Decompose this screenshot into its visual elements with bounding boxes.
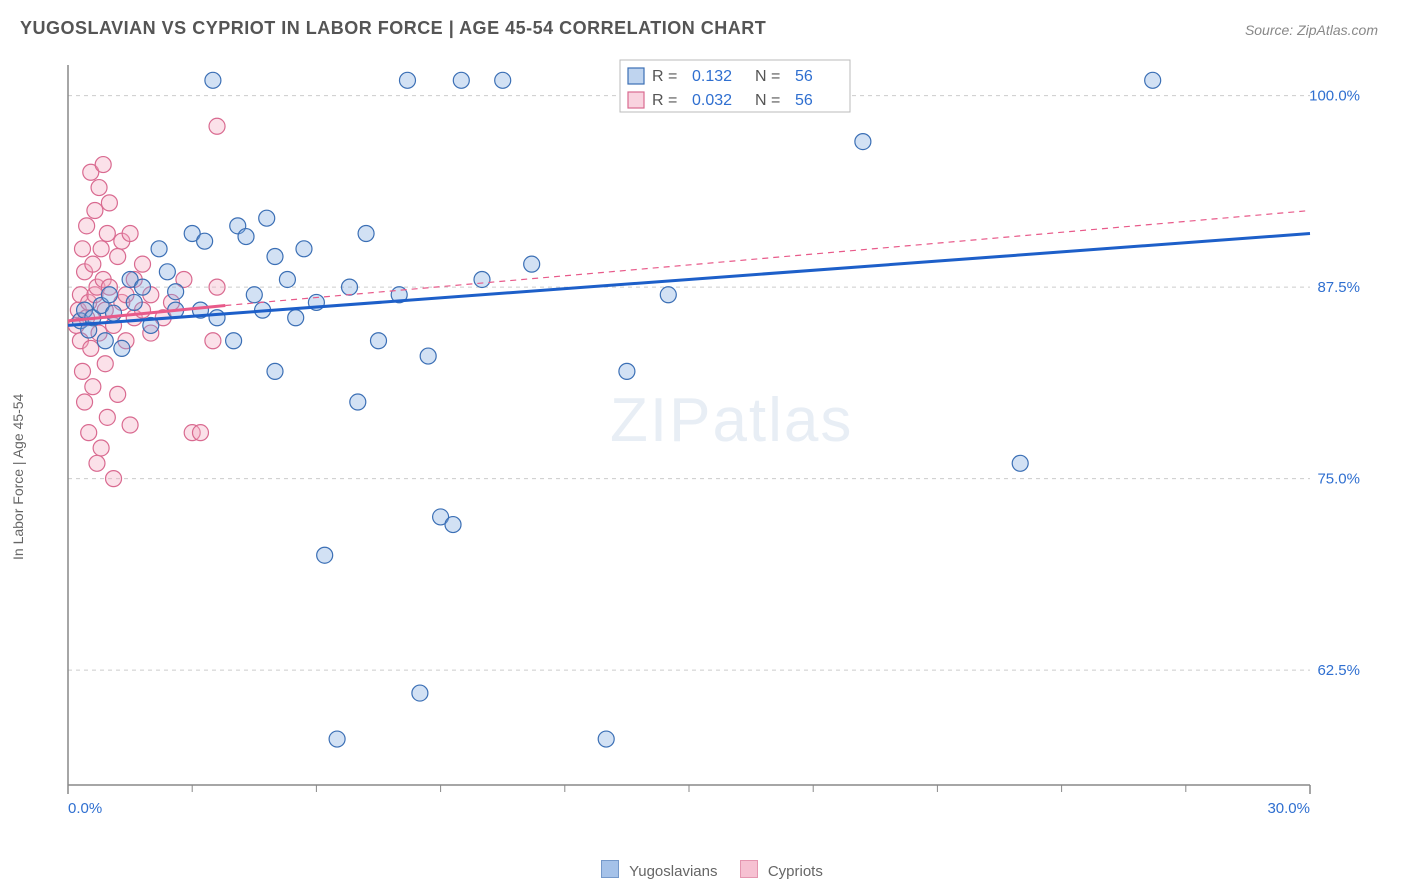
svg-text:0.032: 0.032 — [692, 92, 732, 109]
legend-swatch-yugoslavians — [601, 860, 619, 878]
svg-text:56: 56 — [795, 92, 813, 109]
svg-text:N =: N = — [755, 92, 780, 109]
svg-text:R =: R = — [652, 68, 677, 85]
svg-text:100.0%: 100.0% — [1309, 88, 1360, 105]
plot-svg: 62.5% 75.0% 87.5% 100.0% 0.0% 30.0% R = 0.132 N … — [50, 55, 1370, 825]
svg-text:0.0%: 0.0% — [68, 800, 102, 817]
legend-swatch-cypriots — [740, 860, 758, 878]
legend-label-yugoslavians: Yugoslavians — [629, 863, 717, 880]
chart-title: YUGOSLAVIAN VS CYPRIOT IN LABOR FORCE | … — [20, 18, 766, 39]
svg-text:75.0%: 75.0% — [1317, 471, 1360, 488]
y-axis-label: In Labor Force | Age 45-54 — [10, 394, 26, 560]
svg-text:87.5%: 87.5% — [1317, 279, 1360, 296]
svg-text:N =: N = — [755, 68, 780, 85]
legend-label-cypriots: Cypriots — [768, 863, 823, 880]
source-attribution: Source: ZipAtlas.com — [1245, 22, 1378, 38]
svg-text:R =: R = — [652, 92, 677, 109]
svg-text:62.5%: 62.5% — [1317, 662, 1360, 679]
svg-text:30.0%: 30.0% — [1267, 800, 1310, 817]
scatter-plot: 62.5% 75.0% 87.5% 100.0% 0.0% 30.0% R = 0.132 N … — [50, 55, 1370, 825]
svg-text:56: 56 — [795, 68, 813, 85]
bottom-legend: Yugoslavians Cypriots — [0, 860, 1406, 880]
svg-text:0.132: 0.132 — [692, 68, 732, 85]
